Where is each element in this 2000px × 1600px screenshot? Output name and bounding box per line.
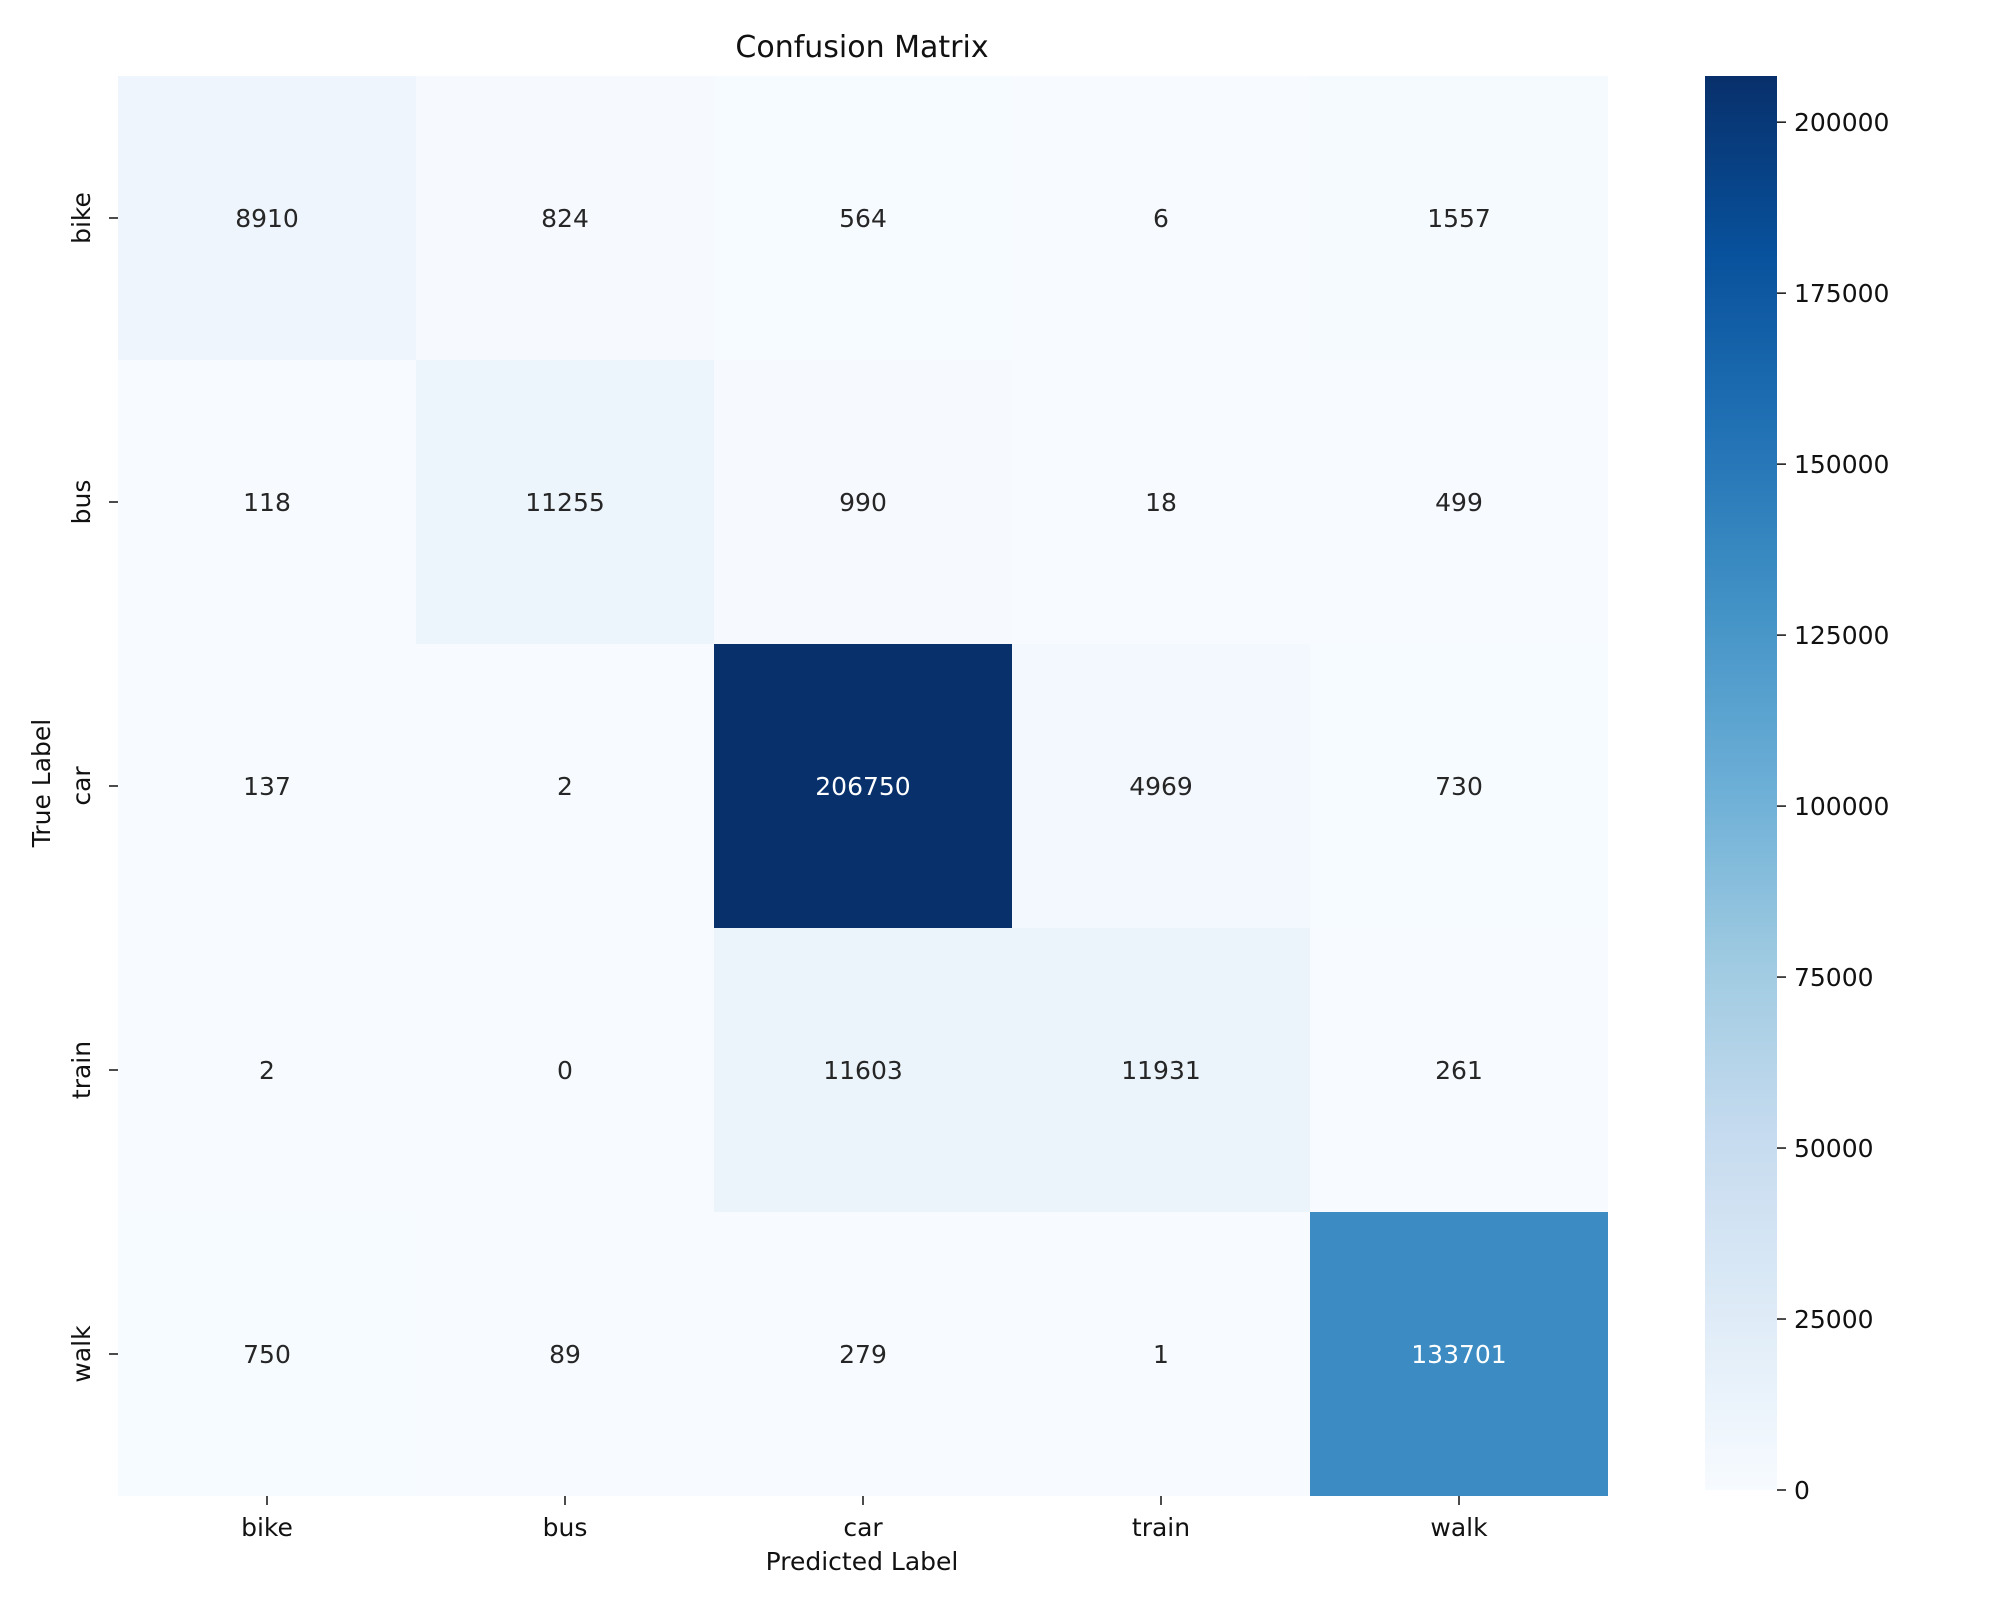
heatmap-cell: [118, 644, 416, 928]
colorbar-tick-label: 125000: [1794, 621, 1889, 650]
cell-value-label: 118: [243, 488, 291, 517]
cell-value-label: 11255: [525, 488, 605, 517]
cell-value-label: 2: [557, 772, 573, 801]
heatmap-cell: [714, 644, 1012, 928]
y-axis-label: True Label: [27, 719, 56, 849]
heatmap-cell: [714, 928, 1012, 1212]
cell-value-label: 750: [243, 1340, 291, 1369]
x-tick-label: car: [843, 1513, 883, 1542]
cell-value-label: 279: [839, 1340, 887, 1369]
heatmap-cell: [714, 360, 1012, 644]
cell-value-label: 133701: [1411, 1340, 1506, 1369]
colorbar: [1705, 76, 1777, 1490]
cell-value-label: 1: [1153, 1340, 1169, 1369]
heatmap-cell: [1310, 360, 1608, 644]
colorbar-tick-label: 0: [1794, 1476, 1810, 1505]
heatmap-cell: [416, 928, 714, 1212]
cell-value-label: 89: [549, 1340, 581, 1369]
heatmap-cell: [1310, 928, 1608, 1212]
x-tick-label: bus: [543, 1513, 588, 1542]
heatmap-cell: [1012, 928, 1310, 1212]
heatmap-cell: [416, 360, 714, 644]
heatmap-cell: [1012, 360, 1310, 644]
heatmap-cell: [118, 76, 416, 360]
cell-value-label: 990: [839, 488, 887, 517]
colorbar-tick-label: 175000: [1794, 279, 1889, 308]
colorbar-tick-label: 200000: [1794, 108, 1889, 137]
heatmap-cell: [118, 360, 416, 644]
y-tick-label: car: [67, 766, 96, 806]
heatmap-cell: [714, 76, 1012, 360]
cell-value-label: 261: [1435, 1056, 1483, 1085]
x-tick-label: train: [1132, 1513, 1190, 1542]
heatmap-cell: [118, 1212, 416, 1496]
cell-value-label: 18: [1145, 488, 1177, 517]
colorbar-ticks: 0 25000 50000 75000 100000 125000 150000 175000…: [1777, 108, 1889, 1505]
cell-value-label: 6: [1153, 204, 1169, 233]
heatmap-cell: [416, 76, 714, 360]
heatmap-cell: [1310, 644, 1608, 928]
x-tick-label: walk: [1430, 1513, 1488, 1542]
y-tick-label: bus: [67, 480, 96, 525]
chart-title: Confusion Matrix: [735, 30, 988, 65]
y-tick-label: bike: [67, 192, 96, 244]
cell-value-label: 564: [839, 204, 887, 233]
colorbar-tick-label: 25000: [1794, 1305, 1874, 1334]
cell-value-label: 499: [1435, 488, 1483, 517]
heatmap-cell: [416, 644, 714, 928]
heatmap-cell: [1012, 644, 1310, 928]
cell-value-label: 137: [243, 772, 291, 801]
cell-value-label: 8910: [235, 204, 299, 233]
cell-value-label: 2: [259, 1056, 275, 1085]
cell-value-label: 824: [541, 204, 589, 233]
y-axis-ticks: bike bus car train walk: [67, 192, 118, 1383]
x-axis-ticks: bike bus car train walk: [241, 1496, 1488, 1542]
heatmap-cell: [1012, 76, 1310, 360]
y-tick-label: train: [67, 1041, 96, 1099]
heatmap-cell: [1012, 1212, 1310, 1496]
x-axis-label: Predicted Label: [766, 1547, 959, 1576]
heatmap-cell: [1310, 76, 1608, 360]
heatmap-cell: [118, 928, 416, 1212]
colorbar-tick-label: 100000: [1794, 792, 1889, 821]
cell-value-label: 4969: [1129, 772, 1193, 801]
x-tick-label: bike: [241, 1513, 293, 1542]
cell-value-label: 0: [557, 1056, 573, 1085]
cell-value-label: 1557: [1427, 204, 1491, 233]
cell-value-label: 11603: [823, 1056, 903, 1085]
cell-value-label: 206750: [815, 772, 910, 801]
cell-value-label: 11931: [1121, 1056, 1201, 1085]
colorbar-tick-label: 150000: [1794, 450, 1889, 479]
heatmap-cell: [1310, 1212, 1608, 1496]
heatmap-cell: [416, 1212, 714, 1496]
heatmap-cell: [714, 1212, 1012, 1496]
colorbar-tick-label: 75000: [1794, 963, 1874, 992]
cell-value-label: 730: [1435, 772, 1483, 801]
colorbar-tick-label: 50000: [1794, 1134, 1874, 1163]
y-tick-label: walk: [67, 1325, 96, 1383]
